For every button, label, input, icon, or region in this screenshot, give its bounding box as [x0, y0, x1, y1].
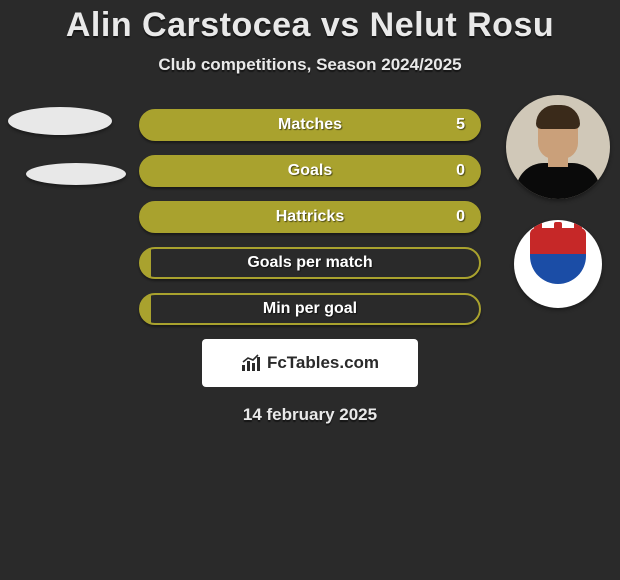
page-title: Alin Carstocea vs Nelut Rosu [0, 6, 620, 45]
stat-label: Hattricks [276, 208, 344, 226]
bar-chart-icon [241, 354, 263, 372]
stat-bars: Matches 5 Goals 0 Hattricks 0 Goals per … [139, 109, 481, 325]
stat-bar-goals-per-match: Goals per match [139, 247, 481, 279]
right-club-badge [514, 220, 602, 308]
watermark-text: FcTables.com [267, 353, 379, 373]
date-label: 14 february 2025 [0, 405, 620, 425]
stat-label: Goals [288, 162, 332, 180]
stat-bar-hattricks: Hattricks 0 [139, 201, 481, 233]
stat-label: Min per goal [263, 300, 357, 318]
stat-label: Matches [278, 116, 342, 134]
left-player-avatar-placeholder [8, 107, 112, 135]
stat-label: Goals per match [247, 254, 372, 272]
stat-value: 0 [456, 162, 465, 180]
right-player-column [506, 95, 610, 308]
page-subtitle: Club competitions, Season 2024/2025 [0, 55, 620, 75]
comparison-card: Alin Carstocea vs Nelut Rosu Club compet… [0, 0, 620, 425]
left-club-badge-placeholder [26, 163, 126, 185]
stat-bar-goals: Goals 0 [139, 155, 481, 187]
watermark: FcTables.com [202, 339, 418, 387]
left-player-column [8, 107, 126, 185]
right-player-avatar [506, 95, 610, 199]
stat-value: 0 [456, 208, 465, 226]
stat-bar-min-per-goal: Min per goal [139, 293, 481, 325]
stat-value: 5 [456, 116, 465, 134]
stat-bar-matches: Matches 5 [139, 109, 481, 141]
stats-area: Matches 5 Goals 0 Hattricks 0 Goals per … [0, 109, 620, 425]
